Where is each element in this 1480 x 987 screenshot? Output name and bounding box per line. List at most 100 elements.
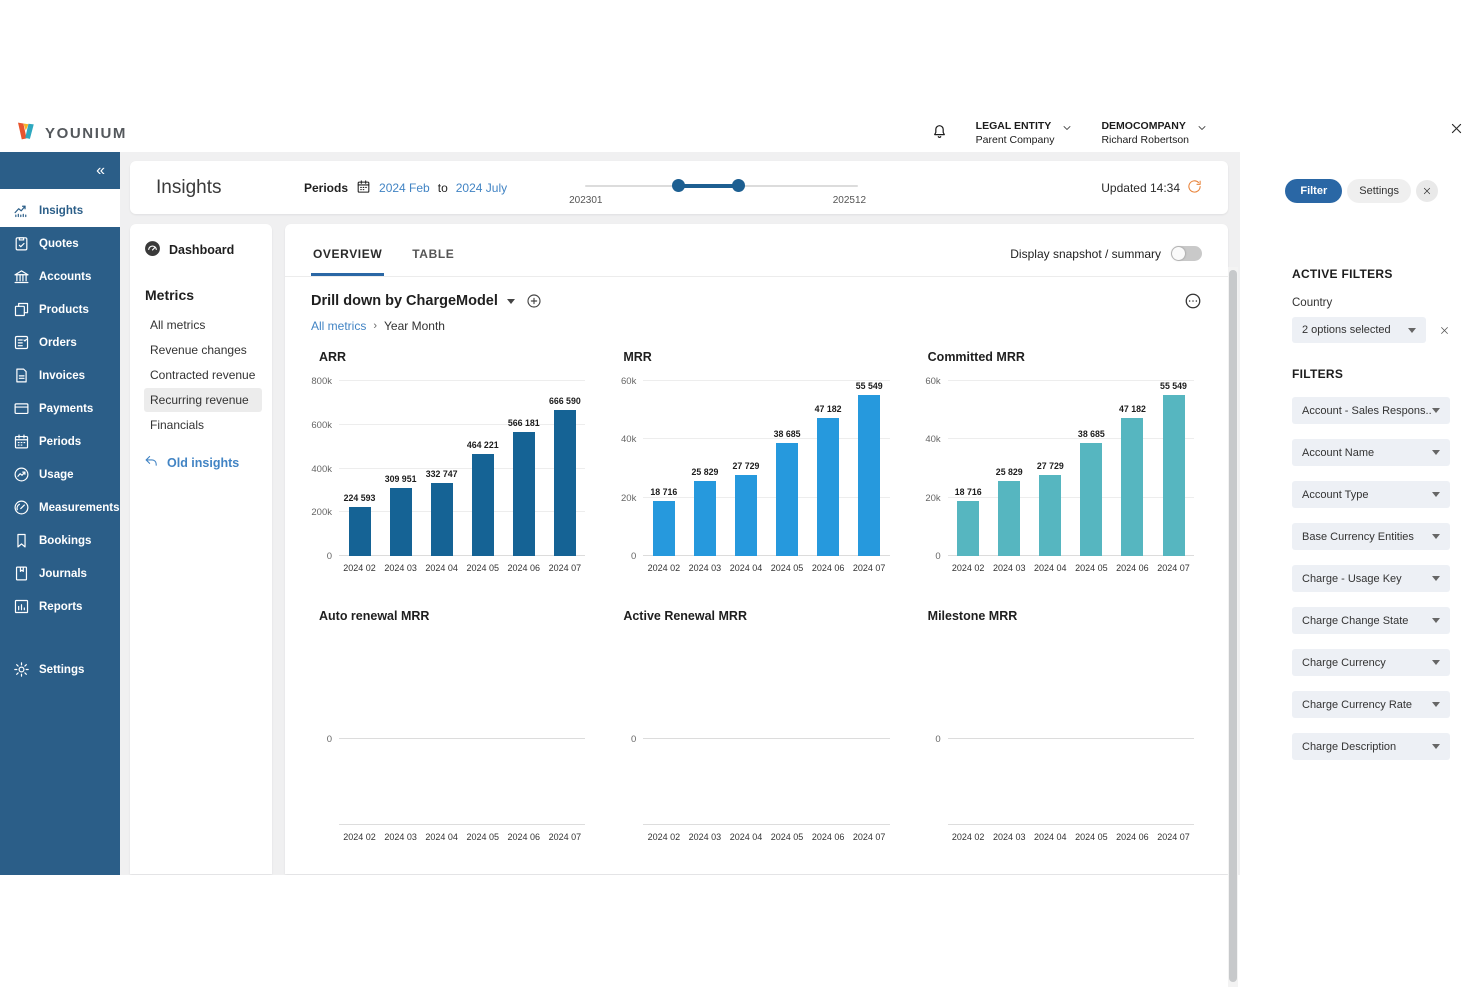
tab-table[interactable]: TABLE [412,247,455,261]
bell-icon[interactable] [931,123,948,145]
slider-selected-range[interactable] [677,183,738,188]
journal-icon [13,565,30,582]
bar[interactable] [957,501,980,556]
chevron-down-icon [1432,408,1440,413]
chart-title: ARR [319,350,347,364]
metric-item-recurring-revenue[interactable]: Recurring revenue [144,388,262,412]
country-filter-select[interactable]: 2 options selected [1292,317,1426,343]
snapshot-toggle[interactable] [1171,246,1202,261]
sidebar-item-insights[interactable]: Insights [0,194,120,227]
chevron-down-icon[interactable] [506,298,515,304]
filter-select-label: Account Name [1302,446,1375,459]
sidebar-item-measurements[interactable]: Measurements [0,491,120,524]
sidebar-item-usage[interactable]: Usage [0,458,120,491]
legal-entity-selector[interactable]: LEGAL ENTITY Parent Company [976,120,1074,147]
filter-select-base-currency-entities[interactable]: Base Currency Entities [1292,523,1450,550]
bar[interactable] [734,475,757,556]
scrollbar-thumb[interactable] [1229,270,1237,982]
filter-select-account-name[interactable]: Account Name [1292,439,1450,466]
y-tick-label: 40k [925,434,941,446]
chevron-down-icon [1432,492,1440,497]
filter-select-charge-usage-key[interactable]: Charge - Usage Key [1292,565,1450,592]
bar[interactable] [1080,443,1103,556]
sidebar-item-settings[interactable]: Settings [0,653,120,686]
filter-select-account-sales-respons[interactable]: Account - Sales Respons... [1292,397,1450,424]
metric-item-revenue-changes[interactable]: Revenue changes [150,343,247,357]
slider-handle-start[interactable] [671,178,685,192]
chart-x-labels: 2024 02 2024 03 2024 04 2024 05 2024 06 2024 … [948,563,1194,573]
bar[interactable] [776,443,799,556]
bar-value-label: 55 549 [1160,381,1187,391]
bar[interactable] [693,480,716,556]
filter-select-charge-currency[interactable]: Charge Currency [1292,649,1450,676]
bar[interactable] [553,410,576,556]
bar[interactable] [817,418,840,556]
filter-select-charge-currency-rate[interactable]: Charge Currency Rate [1292,691,1450,718]
settings-button[interactable]: Settings [1347,179,1411,203]
metric-item-financials[interactable]: Financials [150,418,205,432]
bar[interactable] [348,506,371,556]
sidebar-item-quotes[interactable]: Quotes [0,227,120,260]
plus-circle-icon[interactable] [526,293,542,309]
calendar-icon[interactable] [356,179,371,197]
refresh-icon[interactable] [1187,179,1202,197]
legal-entity-label: LEGAL ENTITY [975,119,1052,132]
filter-button[interactable]: Filter [1285,179,1343,203]
x-tick-label: 2024 05 [770,563,804,573]
bank-icon [13,268,30,285]
sidebar-item-invoices[interactable]: Invoices [0,359,120,392]
close-icon[interactable] [1449,121,1464,136]
period-to-link[interactable]: 2024 July [455,180,508,195]
filter-select-charge-change-state[interactable]: Charge Change State [1292,607,1450,634]
tab-overview[interactable]: OVERVIEW [311,247,385,276]
filter-select-account-type[interactable]: Account Type [1292,481,1450,508]
metrics-panel: Dashboard Metrics All metrics Revenue cha… [130,224,272,874]
old-insights-link[interactable]: Old insights [144,454,262,472]
ellipsis-circle-icon[interactable] [1184,292,1202,310]
breadcrumb-parent-link[interactable]: All metrics [311,319,367,333]
metric-item-contracted-revenue[interactable]: Contracted revenue [150,368,256,382]
gridline: 20k [925,493,1194,504]
periods-label: Periods [304,180,349,195]
bar[interactable] [471,454,494,556]
x-tick-label: 2024 03 [384,563,417,573]
chart-title: Committed MRR [927,350,1025,364]
sidebar-item-accounts[interactable]: Accounts [0,260,120,293]
sidebar-item-bookings[interactable]: Bookings [0,524,120,557]
dashboard-link[interactable]: Dashboard [144,240,262,260]
y-tick-label: 60k [621,376,637,387]
bar[interactable] [430,483,453,556]
bar[interactable] [1162,395,1185,556]
metric-item-all-metrics[interactable]: All metrics [150,318,206,332]
bar[interactable] [998,480,1021,556]
vertical-scrollbar[interactable] [1228,267,1238,987]
bar[interactable] [512,432,535,556]
sidebar-item-products[interactable]: Products [0,293,120,326]
x-tick-label: 2024 06 [811,832,845,842]
bar[interactable] [389,488,412,556]
bar[interactable] [652,501,675,556]
filter-select-charge-description[interactable]: Charge Description [1292,733,1450,760]
bar[interactable] [1039,475,1062,556]
clipboard-icon [13,235,30,252]
sidebar-item-journals[interactable]: Journals [0,557,120,590]
slider-handle-end[interactable] [732,178,745,192]
period-from-link[interactable]: 2024 Feb [379,180,430,195]
sidebar-spacer [0,623,120,653]
close-filters-button[interactable] [1416,180,1438,202]
company-selector[interactable]: DEMOCOMPANY Richard Robertson [1101,120,1208,147]
sidebar-collapse-button[interactable]: « [0,152,120,194]
y-tick-label: 20k [925,492,941,504]
filter-select-label: Account - Sales Respons... [1302,404,1432,417]
sidebar-item-payments[interactable]: Payments [0,392,120,425]
chevron-down-icon [1432,534,1440,539]
sidebar-item-orders[interactable]: Orders [0,326,120,359]
bar[interactable] [1121,418,1144,556]
clear-country-filter-icon[interactable] [1439,325,1450,336]
bar[interactable] [858,395,881,556]
chevron-down-icon [1196,120,1208,147]
chart-arr: ARR 0 200k 400k 600k 800k 224 593 309 951 332 7… [305,350,586,573]
slider-min-label: 202301 [569,194,603,206]
sidebar-item-reports[interactable]: Reports [0,590,120,623]
sidebar-item-periods[interactable]: Periods [0,425,120,458]
